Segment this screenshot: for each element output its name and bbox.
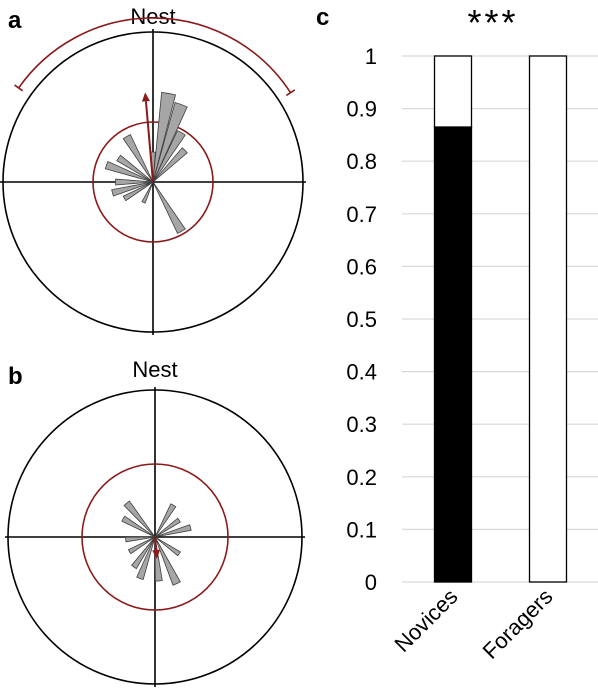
rose-wedge-a-12 bbox=[122, 134, 154, 183]
confidence-arc-cap-a-1 bbox=[285, 89, 296, 97]
rose-wedge-b-10 bbox=[121, 515, 156, 538]
panel-a-label: a bbox=[8, 7, 22, 34]
rose-wedge-b-2 bbox=[154, 524, 192, 538]
panel-b-label: b bbox=[8, 363, 23, 390]
rose-wedge-a-7 bbox=[122, 181, 154, 202]
rose-wedge-a-2 bbox=[152, 130, 186, 183]
rose-wedge-a-3 bbox=[152, 147, 188, 183]
y-tick-label-3: 0.3 bbox=[346, 412, 377, 437]
rose-wedge-a-0 bbox=[152, 91, 177, 183]
rose-wedge-b-4 bbox=[154, 536, 181, 586]
y-tick-label-10: 1 bbox=[365, 44, 377, 69]
rose-wedge-b-8 bbox=[127, 536, 156, 555]
reference-circle-b bbox=[81, 463, 229, 611]
mean-vector-a bbox=[144, 101, 154, 183]
rose-wedge-b-9 bbox=[125, 536, 156, 543]
panel-a: a Nest bbox=[0, 4, 306, 335]
mean-vector-head-b bbox=[152, 549, 161, 559]
rose-wedge-b-3 bbox=[154, 536, 181, 557]
x-tick-label-0: Novices bbox=[390, 584, 463, 657]
rose-plot-b bbox=[5, 387, 305, 687]
x-tick-label-1: Foragers bbox=[478, 584, 558, 664]
rose-wedge-a-10 bbox=[104, 160, 154, 183]
mean-vector-head-a bbox=[141, 92, 150, 102]
bar-foragers-segment-1 bbox=[528, 55, 568, 583]
panel-c: c *** 0 0.1 0.2 0.3 0.4 0.5 0.6 0.7 0.8 0.9 1 Novic… bbox=[316, 2, 598, 664]
rose-wedge-a-11 bbox=[116, 154, 154, 183]
rose-wedge-b-7 bbox=[131, 536, 156, 570]
rose-wedge-a-8 bbox=[111, 181, 154, 197]
rose-wedge-a-6 bbox=[141, 181, 154, 204]
panel-b: b Nest bbox=[5, 357, 305, 687]
y-tick-label-9: 0.9 bbox=[346, 97, 377, 122]
bar-novices-segment-0 bbox=[433, 126, 473, 583]
bar-chart-c: 0 0.1 0.2 0.3 0.4 0.5 0.6 0.7 0.8 0.9 1 Novices Fora… bbox=[346, 44, 598, 664]
rose-wedge-a-5 bbox=[152, 181, 186, 234]
y-tick-label-1: 0.1 bbox=[346, 517, 377, 542]
panel-c-label: c bbox=[316, 4, 329, 31]
panel-b-title: Nest bbox=[132, 357, 177, 382]
reference-circle-a bbox=[92, 121, 214, 243]
y-tick-label-5: 0.5 bbox=[346, 307, 377, 332]
confidence-arc-a bbox=[18, 17, 292, 94]
y-tick-label-6: 0.6 bbox=[346, 254, 377, 279]
rose-wedge-b-11 bbox=[123, 500, 156, 538]
rose-wedge-a-1 bbox=[152, 102, 188, 183]
confidence-arc-cap-a-0 bbox=[14, 84, 24, 92]
rose-wedge-b-1 bbox=[154, 517, 181, 538]
y-tick-label-0: 0 bbox=[365, 570, 377, 595]
rose-wedge-b-6 bbox=[136, 536, 156, 580]
y-tick-label-8: 0.8 bbox=[346, 149, 377, 174]
panel-a-title: Nest bbox=[130, 4, 175, 29]
rose-wedge-b-0 bbox=[154, 503, 177, 538]
y-tick-label-7: 0.7 bbox=[346, 202, 377, 227]
y-tick-label-4: 0.4 bbox=[346, 360, 377, 385]
bar-novices-segment-1 bbox=[433, 55, 473, 128]
significance-annotation: *** bbox=[467, 2, 518, 43]
y-tick-label-2: 0.2 bbox=[346, 465, 377, 490]
rose-plot-a bbox=[0, 17, 306, 335]
mean-vector-b bbox=[154, 536, 158, 551]
rose-wedge-a-9 bbox=[115, 178, 154, 186]
